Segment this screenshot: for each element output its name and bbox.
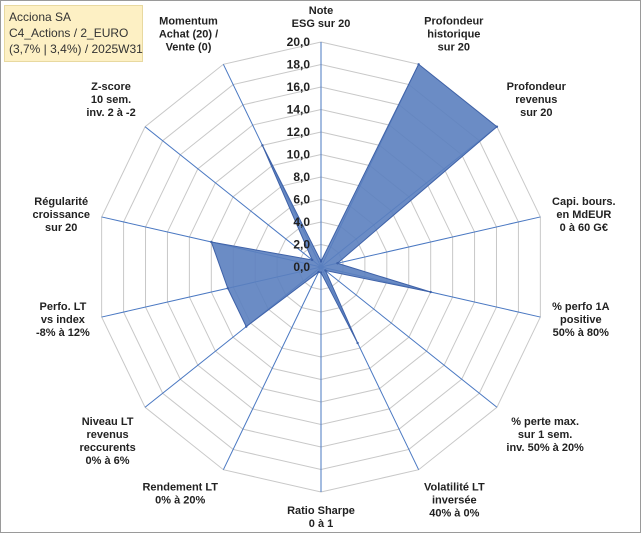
data-point [429,290,432,294]
tick-label: 10,0 [287,148,311,162]
tick-label: 16,0 [287,80,311,94]
axis-spoke [320,266,498,408]
data-point [226,287,229,290]
axis-label: Ratio Sharpe 0 à 1 [287,505,355,530]
badge-category: C4_Actions / 2_EURO [9,26,129,40]
data-point [319,260,323,263]
data-point [356,341,359,345]
axis-label: Régularité croissance sur 20 [32,196,89,234]
data-point [319,271,323,274]
data-point [417,63,420,66]
data-point [245,325,248,328]
axis-label: Niveau LT revenus reccurents 0% à 6% [79,416,135,467]
axis-label: % perte max. sur 1 sem. inv. 50% à 20% [506,416,584,454]
data-point [317,270,320,274]
tick-label: 2,0 [293,238,310,252]
data-point [210,240,213,244]
tick-label: 6,0 [293,193,310,207]
axis-label: Profondeur historique sur 20 [424,15,484,53]
data-point [261,144,264,147]
tick-label: 20,0 [287,35,311,49]
series-area [210,63,498,344]
axis-label: Profondeur revenus sur 20 [507,81,567,119]
badge-company-name: Acciona SA [9,10,72,24]
badge-period: (3,7% | 3,4%) / 2025W31 [9,42,143,56]
info-badge: Acciona SA C4_Actions / 2_EURO (3,7% | 3… [4,5,143,62]
tick-label: 12,0 [287,125,311,139]
data-point [336,262,339,265]
tick-label: 18,0 [287,58,311,72]
axis-spoke [320,216,541,268]
axis-spoke [144,126,322,268]
axis-label: Capi. bours. en MdEUR 0 à 60 G€ [552,196,616,234]
data-point [311,258,314,262]
axis-label: Note ESG sur 20 [292,5,351,30]
axis-spoke [222,266,322,470]
data-point [495,125,499,128]
tick-label: 8,0 [293,170,310,184]
tick-label: 14,0 [287,103,311,117]
axis-label: Perfo. LT vs index -8% à 12% [36,301,90,339]
axis-label: % perfo 1A positive 50% à 80% [552,301,610,339]
axis-label: Z-score 10 sem. inv. 2 à -2 [86,81,135,119]
axis-label: Momentum Achat (20) / Vente (0) [159,15,218,53]
data-point [324,269,327,272]
axis-label: Rendement LT 0% à 20% [142,482,218,507]
tick-label: 0,0 [293,260,310,274]
axis-label: Volatilité LT inversée 40% à 0% [424,482,485,520]
tick-label: 4,0 [293,215,310,229]
